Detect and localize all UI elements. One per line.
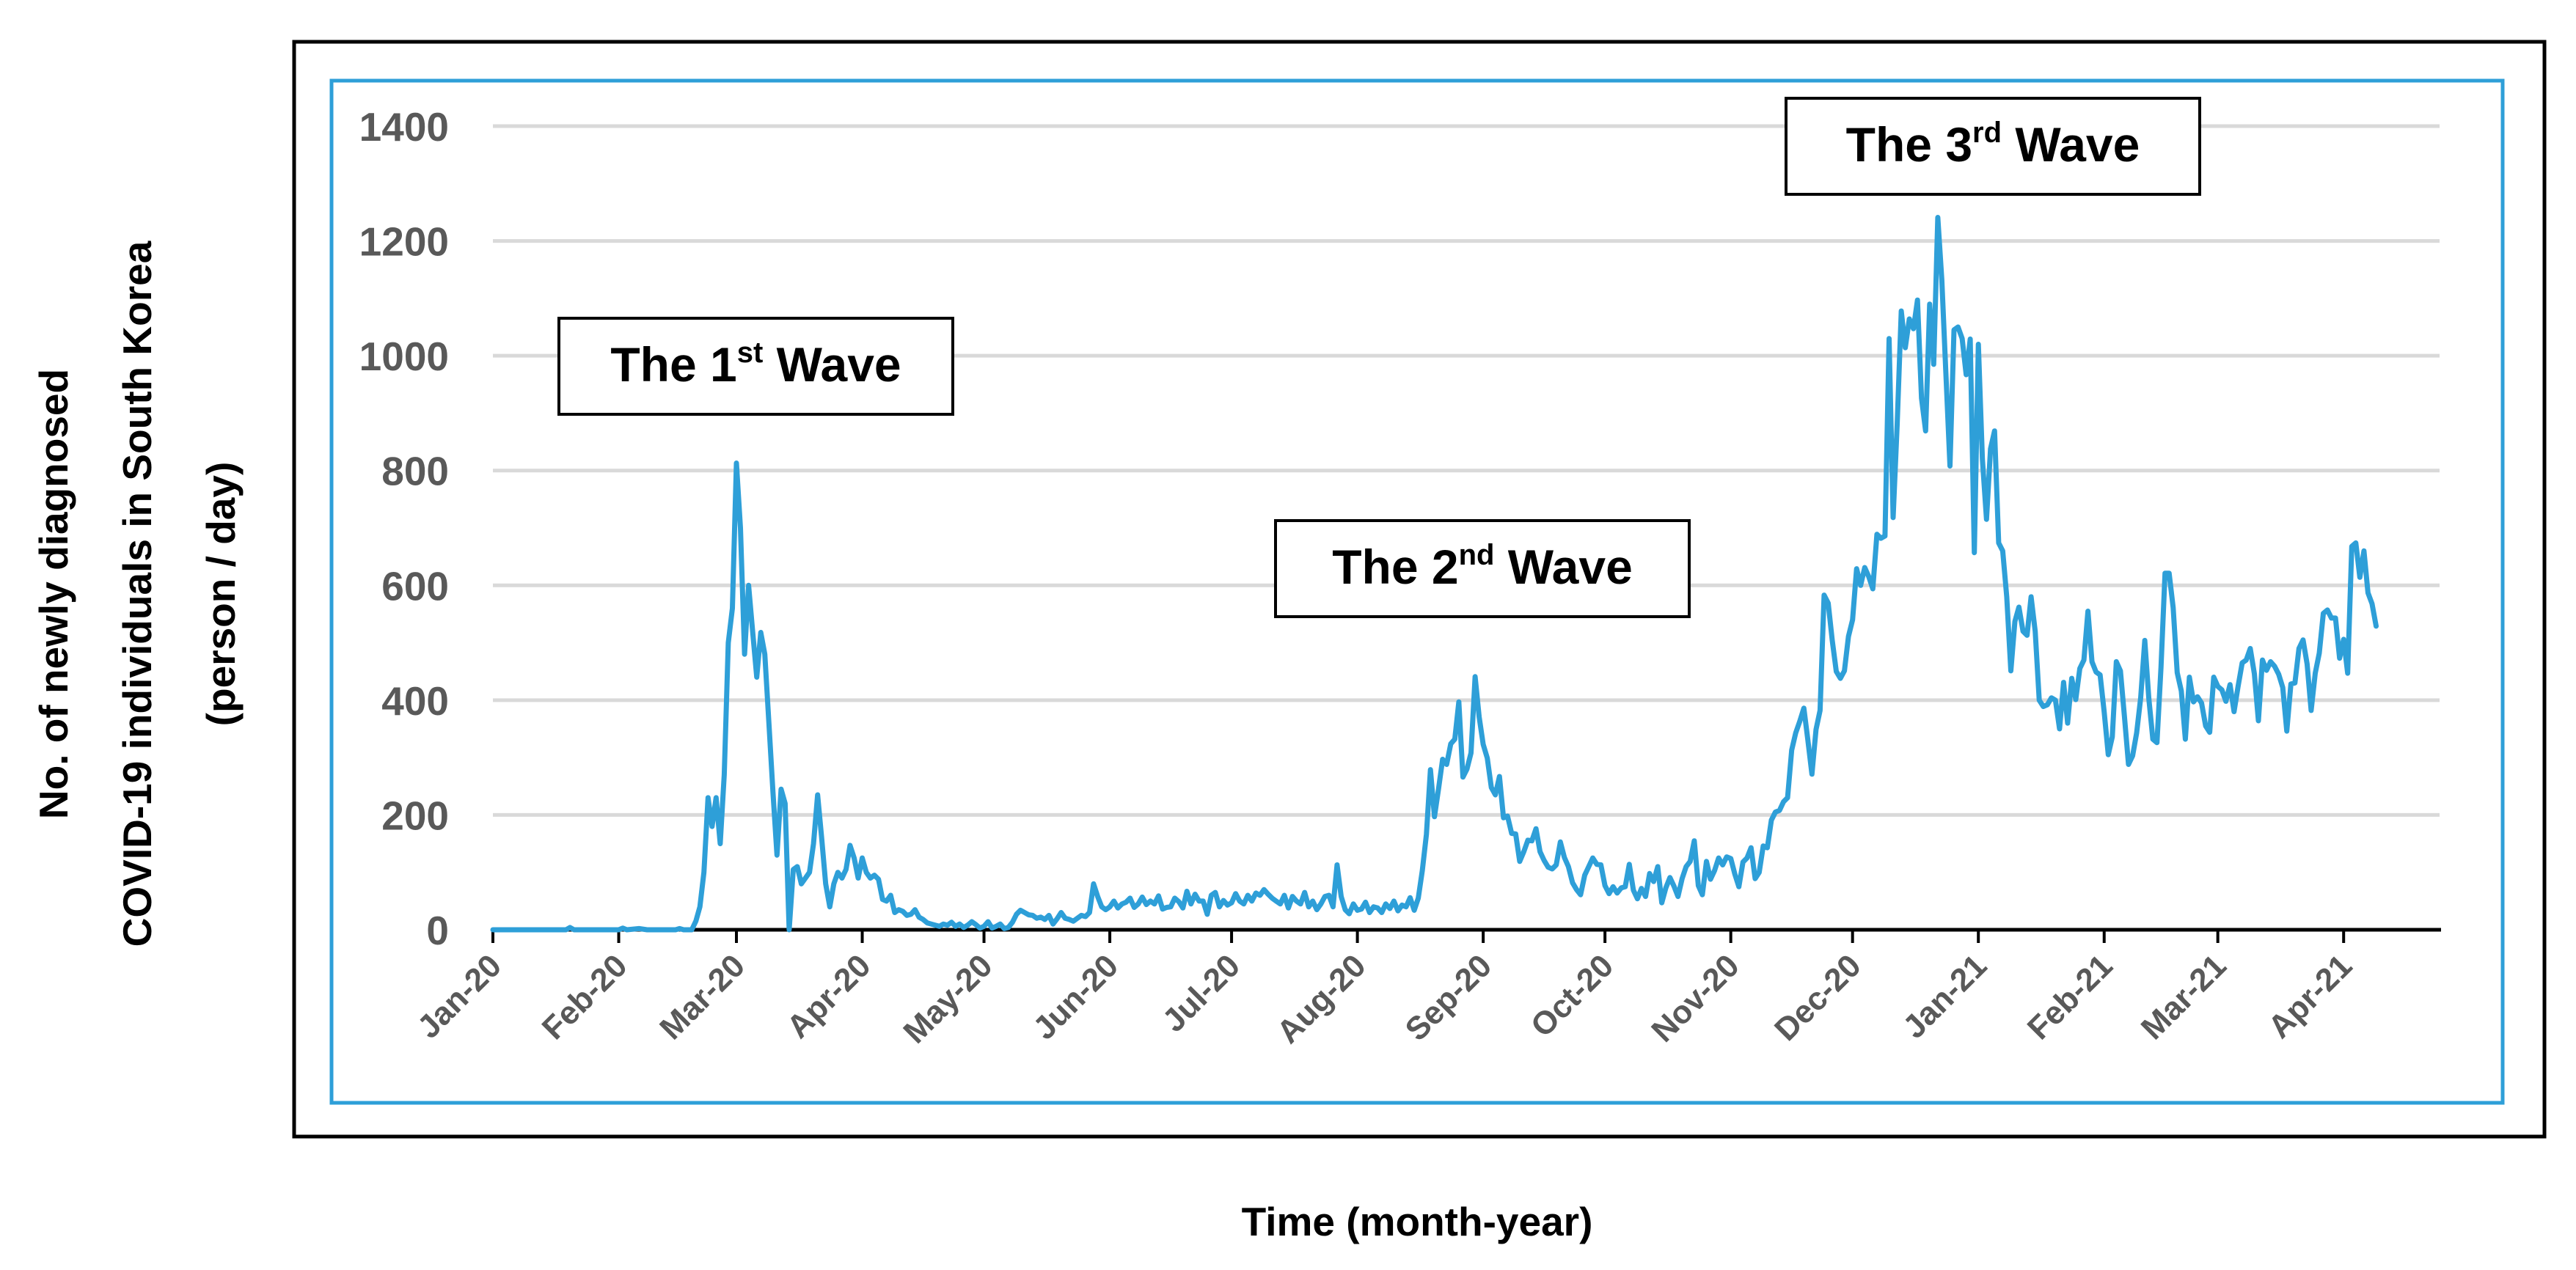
annotation-wave-2: The 2nd Wave xyxy=(1274,519,1691,618)
annotation-wave-2-text: The 2nd Wave xyxy=(1332,539,1633,594)
annotation-wave-1-text: The 1st Wave xyxy=(610,337,901,392)
annotation-wave-2-sup: nd xyxy=(1459,539,1495,571)
y-axis-title-line-3: (person / day) xyxy=(198,462,244,727)
y-tick-label-1400: 1400 xyxy=(359,104,449,150)
annotation-wave-3-box xyxy=(1785,97,2201,196)
y-tick-label-1000: 1000 xyxy=(359,334,449,379)
annotation-wave-2-box xyxy=(1274,519,1691,618)
y-tick-label-0: 0 xyxy=(426,908,449,953)
annotation-wave-1-box xyxy=(557,317,954,416)
annotation-wave-2-prefix: The 2 xyxy=(1332,540,1458,594)
annotation-wave-1: The 1st Wave xyxy=(557,317,954,416)
annotation-wave-3-prefix: The 3 xyxy=(1846,117,1972,172)
annotation-wave-1-suffix: Wave xyxy=(763,337,901,392)
y-tick-label-1200: 1200 xyxy=(359,219,449,265)
y-tick-label-600: 600 xyxy=(381,563,449,609)
annotation-wave-3: The 3rd Wave xyxy=(1785,97,2201,196)
x-axis-title: Time (month-year) xyxy=(1242,1199,1593,1244)
annotation-wave-3-sup: rd xyxy=(1972,117,2002,149)
y-axis-title: No. of newly diagnosed COVID-19 individu… xyxy=(31,241,244,947)
annotation-wave-2-suffix: Wave xyxy=(1494,540,1632,594)
y-tick-label-400: 400 xyxy=(381,678,449,724)
annotation-wave-1-prefix: The 1 xyxy=(610,337,736,392)
annotation-wave-1-sup: st xyxy=(737,337,764,369)
y-axis-title-line-1: No. of newly diagnosed xyxy=(31,369,76,819)
series-line-group xyxy=(490,215,2379,933)
y-tick-label-800: 800 xyxy=(381,449,449,494)
plot-area-frame xyxy=(329,78,2505,1105)
annotation-wave-3-text: The 3rd Wave xyxy=(1846,117,2140,172)
series-line-daily-new-cases xyxy=(490,215,2379,933)
y-tick-labels: 0 200 400 600 800 1000 1200 1400 xyxy=(359,104,449,953)
annotation-wave-3-suffix: Wave xyxy=(2002,117,2140,172)
y-tick-label-200: 200 xyxy=(381,793,449,838)
y-axis-title-line-2: COVID-19 individuals in South Korea xyxy=(114,241,160,947)
